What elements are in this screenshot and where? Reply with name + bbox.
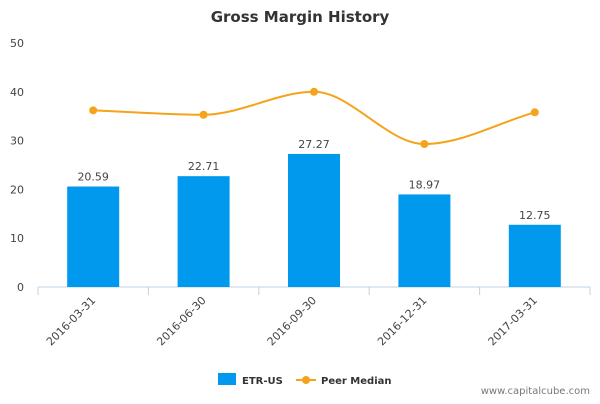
x-axis: 2016-03-31 2016-06-30 2016-09-30 2016-12-31… — [37, 286, 591, 348]
peer-median-point-2016-03-31 — [89, 106, 98, 115]
bar-2016-06-30 — [177, 176, 230, 287]
bar-series — [67, 153, 561, 287]
x-tick-label-2016-03-31: 2016-03-31 — [44, 294, 98, 348]
bar-2016-12-31 — [398, 194, 451, 287]
y-tick-label-50: 50 — [10, 37, 24, 50]
line-series — [89, 87, 539, 149]
data-label-2016-12-31: 18.97 — [409, 178, 441, 191]
peer-median-line — [93, 90, 536, 146]
chart-title: Gross Margin History — [211, 8, 390, 26]
data-label-2016-06-30: 22.71 — [188, 160, 220, 173]
y-tick-label-20: 20 — [10, 183, 24, 196]
bar-2016-03-31 — [67, 186, 120, 287]
peer-median-point-2016-12-31 — [420, 140, 429, 149]
bar-2016-09-30 — [288, 153, 340, 287]
y-tick-label-0: 0 — [17, 281, 24, 294]
legend: ETR-US Peer Median — [218, 373, 392, 387]
peer-median-point-2016-09-30 — [310, 87, 318, 96]
x-tick-label-2016-06-30: 2016-06-30 — [154, 294, 208, 348]
data-label-2016-09-30: 27.27 — [298, 138, 330, 151]
data-label-2016-03-31: 20.59 — [77, 171, 109, 184]
bar-2017-03-31 — [508, 224, 561, 287]
y-axis: 0 10 20 30 40 50 — [10, 37, 24, 294]
watermark: www.capitalcube.com — [481, 386, 590, 397]
legend-peer-median-marker — [302, 376, 310, 384]
data-label-2017-03-31: 12.75 — [519, 209, 551, 222]
peer-median-point-2017-03-31 — [530, 108, 539, 117]
x-tick-label-2016-12-31: 2016-12-31 — [375, 294, 429, 348]
y-tick-label-30: 30 — [10, 135, 24, 148]
y-tick-label-10: 10 — [10, 232, 24, 245]
y-tick-label-40: 40 — [10, 86, 24, 99]
legend-etr-us-swatch — [218, 373, 236, 385]
x-tick-label-2017-03-31: 2017-03-31 — [486, 294, 540, 348]
legend-etr-us-label: ETR-US — [242, 376, 283, 387]
data-labels: 20.59 22.71 27.27 18.97 12.75 — [77, 138, 550, 222]
legend-peer-median-label: Peer Median — [321, 376, 392, 387]
x-tick-label-2016-09-30: 2016-09-30 — [265, 294, 319, 348]
peer-median-point-2016-06-30 — [199, 110, 208, 119]
